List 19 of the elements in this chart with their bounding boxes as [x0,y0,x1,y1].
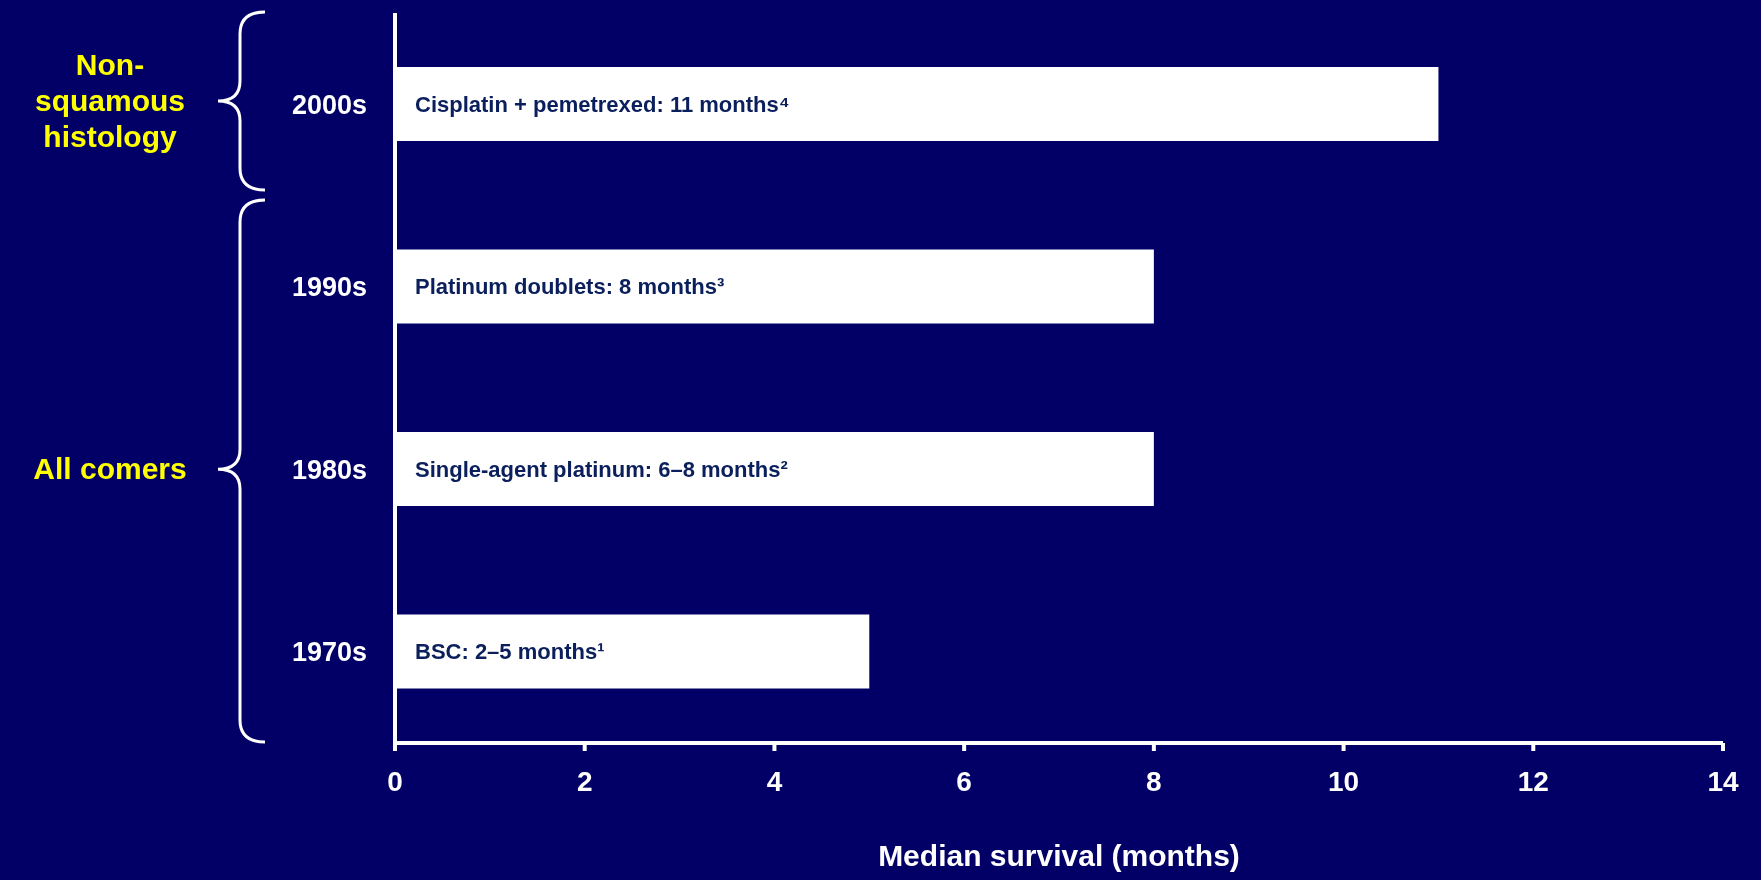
text: All comers [32,451,188,488]
x-tick-label: 10 [1327,765,1360,797]
x-tick-label: 2 [576,765,593,797]
x-tick-label: 6 [956,765,972,797]
data-label: Cisplatin + pemetrexed: 11 months⁴ [415,91,790,117]
x-tick-label: 4 [766,765,783,797]
y-tick-label: 1980s [291,454,367,485]
x-axis-title: Median survival (months) [878,839,1240,872]
data-label: Single-agent platinum: 6–8 months² [415,456,788,482]
y-tick-label: 1970s [291,637,367,668]
x-tick-label: 12 [1517,765,1549,797]
data-label: BSC: 2–5 months¹ [415,639,605,664]
x-tick-label: 14 [1707,765,1739,797]
x-tick-label: 8 [1146,765,1162,797]
y-tick-label: 1990s [291,272,367,303]
x-tick-label: 0 [387,765,403,797]
data-label: Platinum doublets: 8 months³ [415,274,725,299]
y-tick-label: 2000s [291,89,367,120]
text: Non-squamous histology [34,47,186,155]
